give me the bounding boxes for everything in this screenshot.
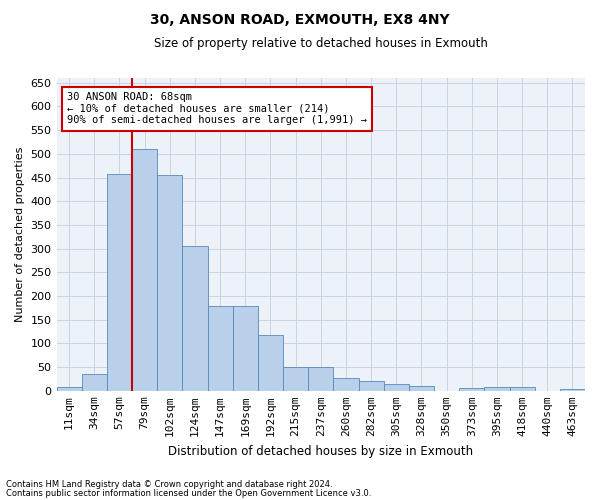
Bar (484, 388, 509, 391)
Bar (157, 174, 182, 391)
Bar (233, 306, 258, 391)
Bar (560, 389, 585, 391)
Bar (459, 388, 484, 391)
Bar (334, 378, 359, 391)
Bar (383, 384, 409, 391)
Text: 30 ANSON ROAD: 68sqm
← 10% of detached houses are smaller (214)
90% of semi-deta: 30 ANSON ROAD: 68sqm ← 10% of detached h… (67, 92, 367, 126)
Bar (182, 246, 208, 391)
Bar (208, 306, 233, 391)
Bar (56, 388, 82, 391)
Text: 30, ANSON ROAD, EXMOUTH, EX8 4NY: 30, ANSON ROAD, EXMOUTH, EX8 4NY (150, 12, 450, 26)
Text: Contains public sector information licensed under the Open Government Licence v3: Contains public sector information licen… (6, 488, 371, 498)
Y-axis label: Number of detached properties: Number of detached properties (15, 146, 25, 322)
Bar (132, 148, 157, 391)
Bar (82, 374, 107, 391)
Bar (308, 367, 334, 391)
Title: Size of property relative to detached houses in Exmouth: Size of property relative to detached ho… (154, 38, 488, 51)
Bar (409, 386, 434, 391)
Bar (283, 367, 308, 391)
X-axis label: Distribution of detached houses by size in Exmouth: Distribution of detached houses by size … (168, 444, 473, 458)
Text: Contains HM Land Registry data © Crown copyright and database right 2024.: Contains HM Land Registry data © Crown c… (6, 480, 332, 489)
Bar (258, 336, 283, 391)
Bar (359, 382, 383, 391)
Bar (509, 388, 535, 391)
Bar (107, 174, 132, 391)
